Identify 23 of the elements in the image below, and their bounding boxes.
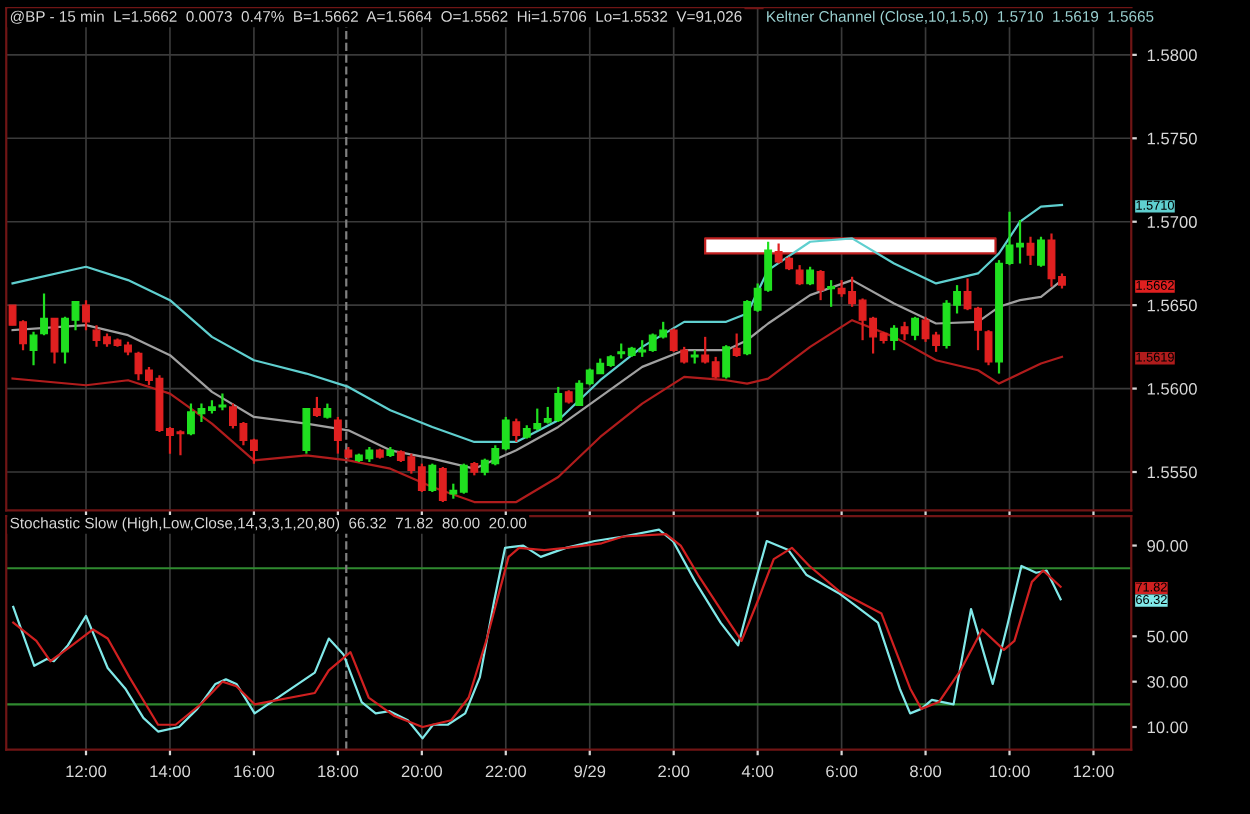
x-tick-label: 18:00 bbox=[318, 765, 359, 778]
x-tick-label: 12:00 bbox=[66, 765, 107, 778]
x-tick-label: 14:00 bbox=[150, 765, 191, 778]
y-tick-label: 1.5550 bbox=[1147, 466, 1197, 479]
y-tick-label: 1.5750 bbox=[1147, 132, 1197, 145]
x-tick-label: 6:00 bbox=[826, 765, 858, 778]
y-tick-label: 1.5700 bbox=[1147, 216, 1197, 228]
x-tick-label: 4:00 bbox=[741, 765, 774, 778]
y-tick-label: 1.5800 bbox=[1147, 49, 1197, 62]
x-tick-label: 12:00 bbox=[1073, 765, 1114, 778]
x-tick-label: 22:00 bbox=[485, 765, 526, 778]
x-tick-label: 16:00 bbox=[234, 765, 275, 778]
y-tick-label: 1.5650 bbox=[1147, 299, 1197, 312]
x-tick-label: 20:00 bbox=[401, 765, 443, 778]
y-tick-label: 90.00 bbox=[1147, 539, 1188, 552]
y-tick-label: 30.00 bbox=[1147, 676, 1188, 688]
y-tick-label: 50.00 bbox=[1147, 630, 1188, 643]
y-tick-label: 10.00 bbox=[1147, 721, 1188, 734]
x-tick-label: 8:00 bbox=[910, 765, 942, 778]
x-tick-label: 9/29 bbox=[574, 764, 606, 778]
x-tick-label: 2:00 bbox=[658, 765, 690, 778]
y-tick-label: 1.5600 bbox=[1147, 382, 1197, 395]
x-tick-label: 10:00 bbox=[989, 765, 1030, 778]
